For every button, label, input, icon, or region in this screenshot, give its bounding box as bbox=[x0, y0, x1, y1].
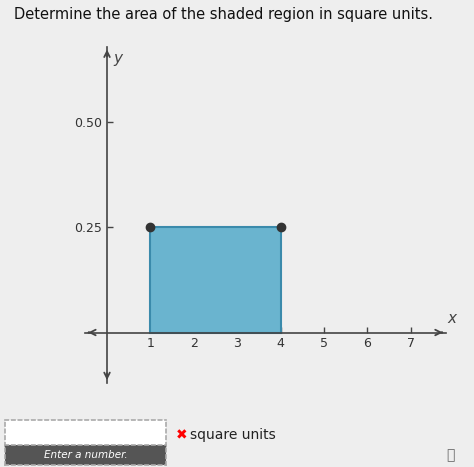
Text: Enter a number.: Enter a number. bbox=[44, 450, 127, 460]
Text: Determine the area of the shaded region in square units.: Determine the area of the shaded region … bbox=[14, 7, 433, 22]
Text: y: y bbox=[114, 51, 123, 66]
Text: square units: square units bbox=[190, 428, 275, 442]
Bar bbox=[150, 227, 281, 333]
Text: ⓘ: ⓘ bbox=[447, 448, 455, 462]
Text: x: x bbox=[447, 311, 456, 326]
Text: ✖: ✖ bbox=[175, 428, 187, 442]
